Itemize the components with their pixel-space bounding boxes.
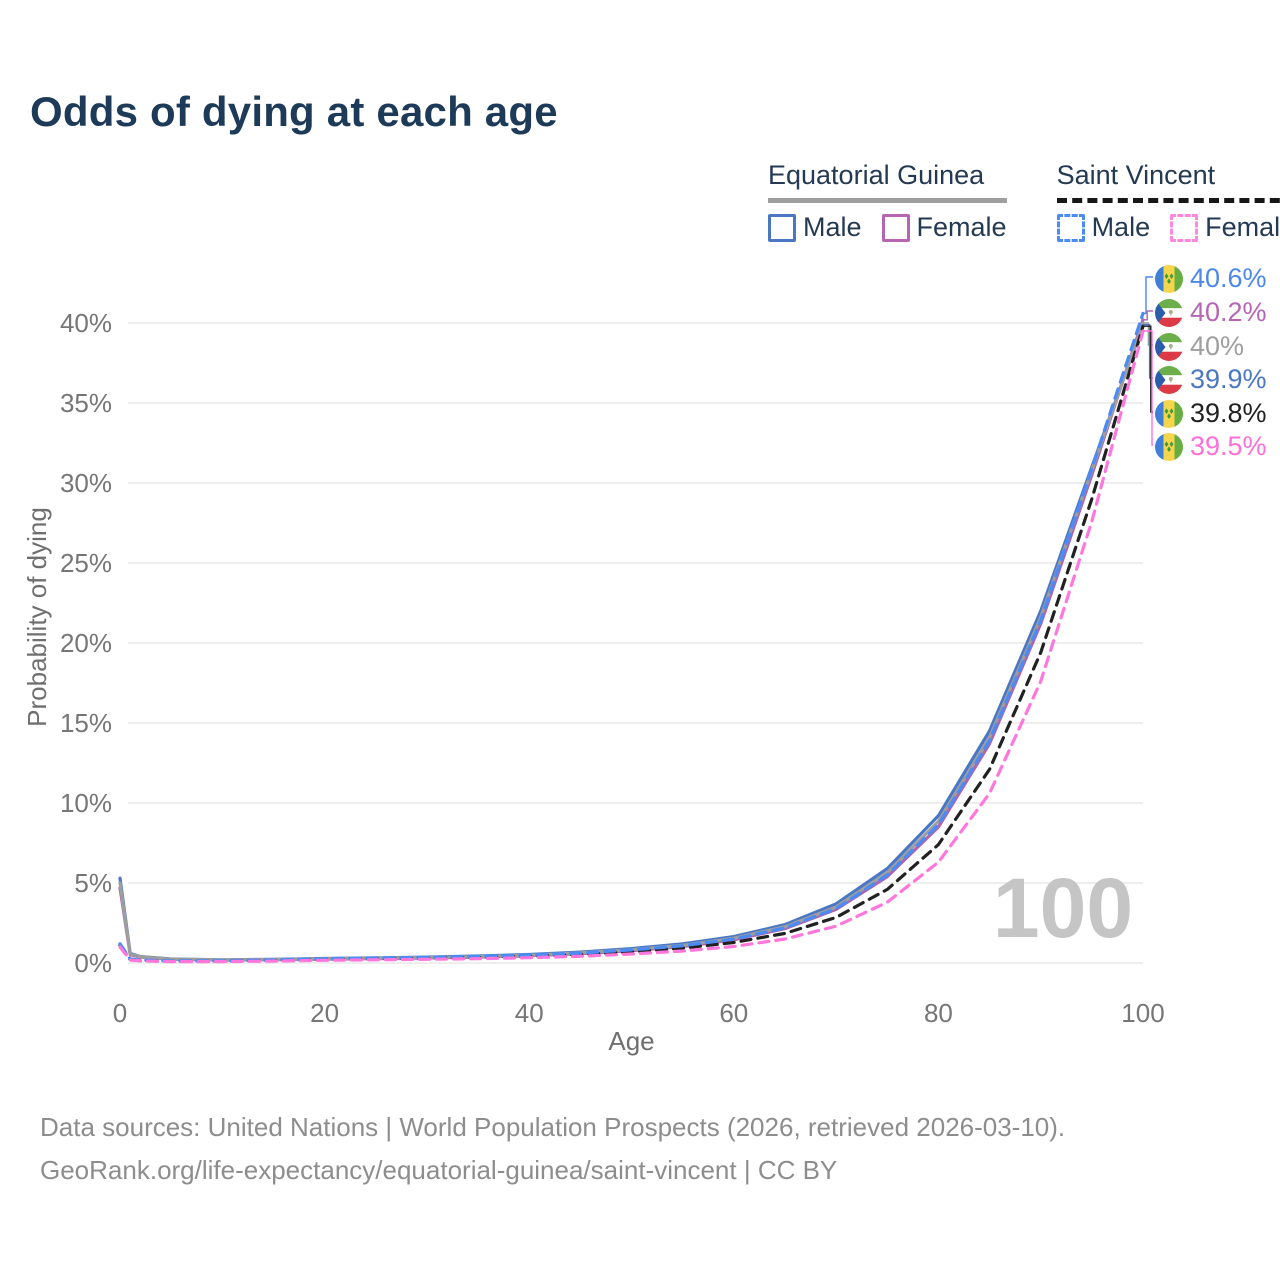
x-tick-label: 20 — [310, 998, 339, 1028]
legend-item-label: Female — [1205, 212, 1280, 242]
y-tick-label: 35% — [60, 388, 112, 418]
series-line-equatorial-guinea-female[interactable] — [118, 318, 1145, 962]
footer: Data sources: United Nations | World Pop… — [40, 1106, 1065, 1192]
y-tick-label: 20% — [60, 628, 112, 658]
legend-items-saint-vincent: Male Female — [1056, 212, 1280, 243]
legend-group-title-saint-vincent[interactable]: Saint Vincent — [1056, 160, 1280, 203]
male-swatch-icon — [768, 213, 796, 242]
x-tick-label: 60 — [719, 998, 748, 1028]
y-tick-label: 5% — [74, 868, 112, 898]
legend-item-label: Male — [803, 212, 862, 242]
legend-items-equatorial-guinea: Male Female — [768, 212, 1007, 243]
female-dashed-swatch-icon — [1170, 213, 1199, 242]
y-tick-label: 30% — [60, 468, 112, 498]
end-label-connector — [1143, 330, 1153, 446]
legend-item-label: Male — [1091, 212, 1151, 242]
series-line-equatorial-guinea-both[interactable] — [118, 321, 1145, 962]
female-swatch-icon — [881, 213, 910, 242]
y-tick-label: 0% — [74, 948, 112, 978]
legend-group-equatorial-guinea: Equatorial Guinea Male Female — [768, 160, 1007, 243]
end-label-connector — [1143, 276, 1153, 315]
legend-item-eq-female[interactable]: Female — [881, 212, 1007, 243]
x-tick-label: 40 — [515, 998, 544, 1028]
series-line-saint-vincent-female[interactable] — [118, 329, 1145, 964]
legend-item-sv-female[interactable]: Female — [1170, 212, 1280, 243]
y-tick-label: 10% — [60, 788, 112, 818]
y-tick-label: 40% — [60, 308, 112, 338]
page-title: Odds of dying at each age — [30, 88, 558, 135]
footer-data-sources: Data sources: United Nations | World Pop… — [40, 1112, 1066, 1142]
legend-item-eq-male[interactable]: Male — [768, 212, 862, 243]
legend-group-saint-vincent: Saint Vincent Male Female — [1056, 160, 1280, 243]
male-dashed-swatch-icon — [1056, 213, 1085, 242]
y-tick-label: 25% — [60, 548, 112, 578]
end-label-connector — [1143, 310, 1153, 321]
y-tick-label: 15% — [60, 708, 112, 738]
legend-item-label: Female — [916, 212, 1007, 242]
x-tick-label: 80 — [924, 998, 953, 1028]
series-line-saint-vincent-male[interactable] — [118, 311, 1145, 963]
legend-group-title-equatorial-guinea[interactable]: Equatorial Guinea — [768, 160, 1007, 203]
x-tick-label: 100 — [1121, 998, 1164, 1028]
legend: Equatorial Guinea Male Female Saint Vinc… — [768, 160, 1280, 243]
x-axis-title: Age — [608, 1026, 654, 1056]
series-line-equatorial-guinea-male[interactable] — [118, 323, 1145, 962]
footer-attribution: GeoRank.org/life-expectancy/equatorial-g… — [40, 1155, 838, 1185]
y-axis-title: Probability of dying — [22, 507, 52, 727]
age-counter-watermark: 100 — [992, 861, 1134, 955]
legend-item-sv-male[interactable]: Male — [1056, 212, 1151, 243]
x-tick-label: 0 — [113, 998, 127, 1028]
